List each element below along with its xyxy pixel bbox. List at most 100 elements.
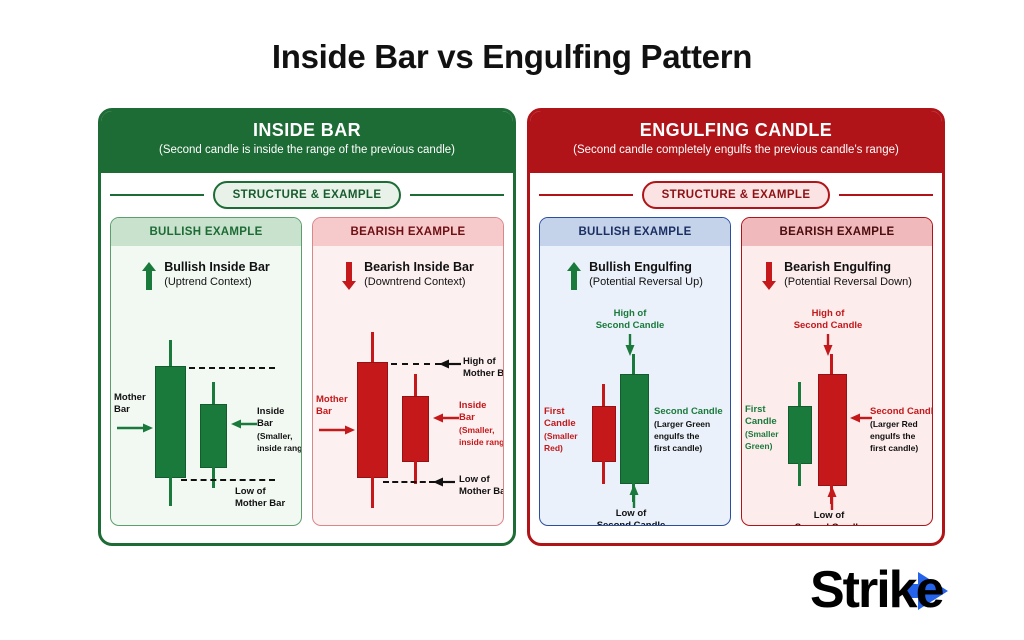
- label-low-of-second-candle: Low of Second Candle: [596, 508, 666, 526]
- card-bearish-inside-bar-body: Bearish Inside Bar (Downtrend Context): [313, 246, 504, 525]
- strike-wordmark: Strike: [810, 561, 945, 619]
- first-candle-lower-wick: [602, 460, 605, 484]
- inside-bar-upper-wick: [212, 382, 215, 406]
- low-of-mother-bar-dashed-line: [181, 479, 275, 481]
- inside-bar-pointer-arrow-icon: [231, 419, 257, 429]
- label-high-of-mother-bar: High of Mother Bar: [463, 356, 504, 379]
- panel-inside-bar-title: INSIDE BAR: [252, 120, 361, 140]
- second-candle-body: [620, 374, 649, 484]
- context-subtitle: (Potential Reversal Up): [589, 276, 703, 288]
- label-inside-bar: Inside Bar (Smaller, inside range): [459, 400, 504, 447]
- card-bearish-engulfing: BEARISH EXAMPLE Bearish Engulfing (Poten…: [741, 217, 933, 526]
- context-heading-bullish-engulfing: Bullish Engulfing (Potential Reversal Up…: [540, 260, 730, 290]
- up-arrow-icon: [142, 262, 157, 290]
- label-high-of-second-candle: High of Second Candle: [595, 308, 665, 331]
- high-of-second-candle-arrow-icon: [823, 334, 833, 356]
- context-title: Bullish Engulfing: [589, 260, 692, 274]
- card-bullish-engulfing: BULLISH EXAMPLE Bullish Engulfing (Poten…: [539, 217, 731, 526]
- engulfing-examples: BULLISH EXAMPLE Bullish Engulfing (Poten…: [530, 217, 942, 535]
- first-candle-upper-wick: [798, 382, 801, 408]
- context-title: Bearish Engulfing: [784, 260, 892, 274]
- card-bearish-inside-bar: BEARISH EXAMPLE Bearish Inside Bar (Down…: [312, 217, 504, 526]
- first-candle-body: [788, 406, 812, 464]
- context-title: Bullish Inside Bar: [164, 260, 270, 274]
- second-candle-body: [818, 374, 847, 486]
- label-first-candle: First Candle (Smaller Green): [745, 404, 779, 451]
- context-subtitle: (Uptrend Context): [164, 276, 252, 288]
- structure-example-pill-inside-bar: STRUCTURE & EXAMPLE: [212, 181, 402, 209]
- card-bullish-inside-bar: BULLISH EXAMPLE Bullish Inside Bar (Uptr…: [110, 217, 302, 526]
- mother-bar-pointer-arrow-icon: [319, 425, 355, 435]
- inside-bar-examples: BULLISH EXAMPLE Bullish Inside Bar (Uptr…: [101, 217, 513, 535]
- inside-bar-body: [200, 404, 227, 468]
- down-arrow-icon: [762, 262, 777, 290]
- low-of-second-candle-arrow-icon: [629, 484, 639, 508]
- mother-bar-upper-wick: [169, 340, 172, 368]
- panel-engulfing-header: ENGULFING CANDLE (Second candle complete…: [530, 111, 942, 173]
- second-candle-upper-wick: [830, 354, 833, 376]
- high-of-mother-bar-dashed-line: [391, 363, 441, 365]
- second-candle-upper-wick: [632, 354, 635, 376]
- label-low-of-mother-bar: Low of Mother Bar: [459, 474, 503, 497]
- strike-logo-mark: [906, 572, 948, 610]
- label-second-candle: Second Candle (Larger Red engulfs the fi…: [870, 406, 933, 453]
- first-candle-body: [592, 406, 616, 462]
- panel-engulfing-title: ENGULFING CANDLE: [639, 120, 833, 140]
- inside-bar-lower-wick: [212, 466, 215, 488]
- label-second-candle: Second Candle (Larger Green engulfs the …: [654, 406, 723, 453]
- card-bearish-engulfing-header: BEARISH EXAMPLE: [742, 218, 932, 246]
- inside-bar-upper-wick: [414, 374, 417, 398]
- card-bearish-inside-bar-header: BEARISH EXAMPLE: [313, 218, 503, 246]
- high-of-second-candle-arrow-icon: [625, 334, 635, 356]
- card-bullish-inside-bar-header: BULLISH EXAMPLE: [111, 218, 301, 246]
- divider-line-left: [110, 194, 204, 196]
- mother-bar-body: [155, 366, 186, 478]
- context-title: Bearish Inside Bar: [364, 260, 474, 274]
- divider-line-right: [839, 194, 933, 196]
- context-heading-bearish-engulfing: Bearish Engulfing (Potential Reversal Do…: [742, 260, 932, 290]
- card-bullish-engulfing-body: Bullish Engulfing (Potential Reversal Up…: [540, 246, 730, 526]
- down-arrow-icon: [342, 262, 357, 290]
- context-heading-bearish-inside-bar: Bearish Inside Bar (Downtrend Context): [313, 260, 503, 290]
- structure-example-row-inside-bar: STRUCTURE & EXAMPLE: [101, 173, 513, 217]
- panel-engulfing-candle: ENGULFING CANDLE (Second candle complete…: [527, 108, 945, 546]
- low-of-second-candle-arrow-icon: [827, 486, 837, 510]
- label-high-of-second-candle: High of Second Candle: [793, 308, 863, 331]
- first-candle-upper-wick: [602, 384, 605, 408]
- mother-bar-body: [357, 362, 388, 478]
- divider-line-right: [410, 194, 504, 196]
- low-of-mother-bar-arrow-icon: [433, 477, 455, 487]
- mother-bar-lower-wick: [371, 476, 374, 508]
- context-subtitle: (Downtrend Context): [364, 276, 466, 288]
- label-mother-bar: Mother Bar: [316, 394, 348, 417]
- context-heading-bullish-inside-bar: Bullish Inside Bar (Uptrend Context): [111, 260, 301, 290]
- first-candle-lower-wick: [798, 462, 801, 486]
- label-low-of-second-candle: Low of Second Candle: [795, 510, 864, 525]
- inside-bar-pointer-arrow-icon: [433, 413, 459, 423]
- divider-line-left: [539, 194, 633, 196]
- context-subtitle: (Potential Reversal Down): [784, 276, 912, 288]
- label-low-of-mother-bar: Low of Mother Bar: [235, 486, 286, 509]
- mother-bar-upper-wick: [371, 332, 374, 364]
- inside-bar-body: [402, 396, 429, 462]
- structure-example-pill-engulfing: STRUCTURE & EXAMPLE: [641, 181, 831, 209]
- low-of-mother-bar-dashed-line: [383, 481, 435, 483]
- label-first-candle: First Candle (Smaller Red): [544, 406, 578, 453]
- high-of-mother-bar-arrow-icon: [439, 359, 461, 369]
- structure-example-row-engulfing: STRUCTURE & EXAMPLE: [530, 173, 942, 217]
- mother-bar-lower-wick: [169, 476, 172, 506]
- strike-logo: Strike: [810, 560, 1000, 622]
- high-of-mother-bar-dashed-line: [189, 367, 275, 369]
- panel-inside-bar-header: INSIDE BAR (Second candle is inside the …: [101, 111, 513, 173]
- card-bullish-engulfing-header: BULLISH EXAMPLE: [540, 218, 730, 246]
- card-bearish-engulfing-body: Bearish Engulfing (Potential Reversal Do…: [742, 246, 933, 525]
- strike-arrow-icon: [906, 572, 948, 610]
- second-candle-pointer-arrow-icon: [850, 413, 872, 423]
- inside-bar-lower-wick: [414, 460, 417, 484]
- page-title: Inside Bar vs Engulfing Pattern: [271, 38, 753, 75]
- label-inside-bar: Inside Bar (Smaller, inside range): [257, 406, 302, 453]
- card-bullish-inside-bar-body: Bullish Inside Bar (Uptrend Context): [111, 246, 302, 525]
- panel-inside-bar: INSIDE BAR (Second candle is inside the …: [98, 108, 516, 546]
- up-arrow-icon: [567, 262, 582, 290]
- mother-bar-pointer-arrow-icon: [117, 423, 153, 433]
